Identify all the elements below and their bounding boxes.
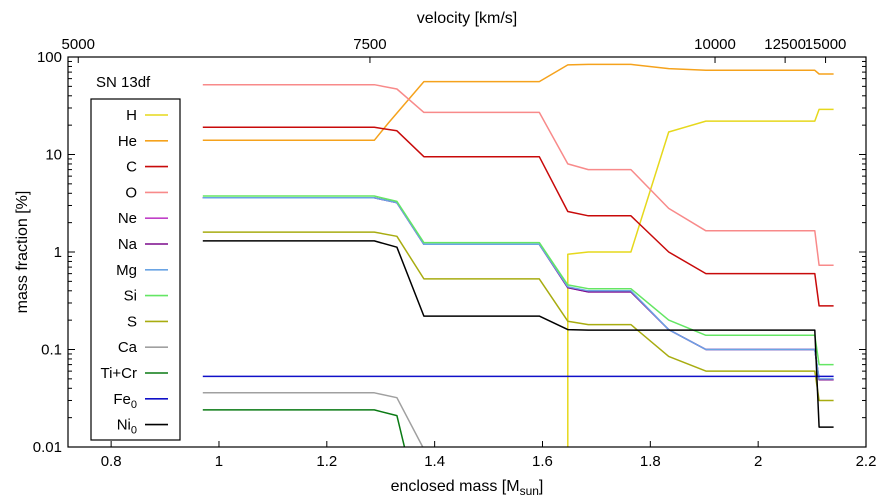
legend-label-name: Ca [118, 339, 138, 356]
legend-label: Ti+Cr [100, 365, 137, 382]
legend-label-name: Mg [116, 262, 137, 279]
x-tick-label: 1 [215, 453, 223, 470]
y-axis-label: mass fraction [%] [14, 191, 31, 314]
series-line [202, 231, 834, 402]
plot-frame [67, 56, 867, 448]
series-line [202, 197, 834, 381]
x-tick-label: 2.2 [856, 453, 877, 470]
legend-label: He [118, 133, 137, 150]
legend-label: Mg [116, 262, 137, 279]
legend-label-name: Na [118, 236, 138, 253]
legend-label-name: H [126, 107, 137, 124]
series-line [202, 83, 834, 267]
legend-label: H [126, 107, 137, 124]
legend-label: S [127, 313, 137, 330]
legend-label-name: Ti+Cr [100, 365, 137, 382]
legend-label-subscript: 0 [131, 425, 137, 437]
top-tick-label: 12500 [764, 36, 806, 53]
series-line [202, 240, 834, 428]
legend-label-name: O [125, 184, 137, 201]
series-line [567, 108, 834, 447]
legend-label-subscript: 0 [131, 399, 137, 411]
legend-label: C [126, 159, 137, 176]
y-tick-label: 1 [54, 244, 62, 261]
series-line [202, 195, 834, 366]
legend-label-name: C [126, 159, 137, 176]
series-line [202, 197, 834, 380]
y-tick-label: 100 [37, 49, 62, 66]
sn-annotation: SN 13df [96, 74, 151, 91]
legend-label-name: S [127, 313, 137, 330]
series-line [202, 409, 406, 447]
series-line [202, 63, 834, 142]
legend-label-name: Si [124, 288, 137, 305]
legend-label: Si [124, 288, 137, 305]
series-line [202, 392, 424, 447]
legend-label: O [125, 184, 137, 201]
x-tick-label: 1.8 [640, 453, 661, 470]
series-lines [202, 63, 834, 447]
legend-label-name: Ne [118, 210, 137, 227]
x-tick-label: 1.4 [424, 453, 445, 470]
legend-label: Ni0 [117, 417, 137, 437]
x-axis-label-main: enclosed mass [M [391, 478, 520, 495]
legend-label-name: Fe [113, 391, 131, 408]
series-line [202, 126, 834, 307]
x-axis-label-end: ] [539, 478, 543, 495]
top-axis-label: velocity [km/s] [417, 10, 517, 27]
x-axis-label-subscript: sun [520, 484, 539, 498]
y-tick-label: 0.01 [33, 439, 62, 456]
x-tick-label: 0.8 [101, 453, 122, 470]
top-tick-label: 5000 [62, 36, 95, 53]
series-line [202, 197, 834, 381]
x-tick-label: 1.2 [316, 453, 337, 470]
top-tick-label: 7500 [353, 36, 386, 53]
x-tick-label: 1.6 [532, 453, 553, 470]
legend-label: Fe0 [113, 391, 137, 411]
legend-label-name: Ni [117, 417, 131, 434]
legend-label: Na [118, 236, 138, 253]
legend-label-name: He [118, 133, 137, 150]
top-tick-label: 10000 [694, 36, 736, 53]
y-tick-label: 0.1 [41, 342, 62, 359]
y-tick-label: 10 [45, 147, 62, 164]
legend-label: Ne [118, 210, 137, 227]
legend-label: Ca [118, 339, 138, 356]
x-axis-label: enclosed mass [Msun] [391, 478, 544, 498]
top-tick-label: 15000 [805, 36, 847, 53]
x-tick-label: 2 [754, 453, 762, 470]
